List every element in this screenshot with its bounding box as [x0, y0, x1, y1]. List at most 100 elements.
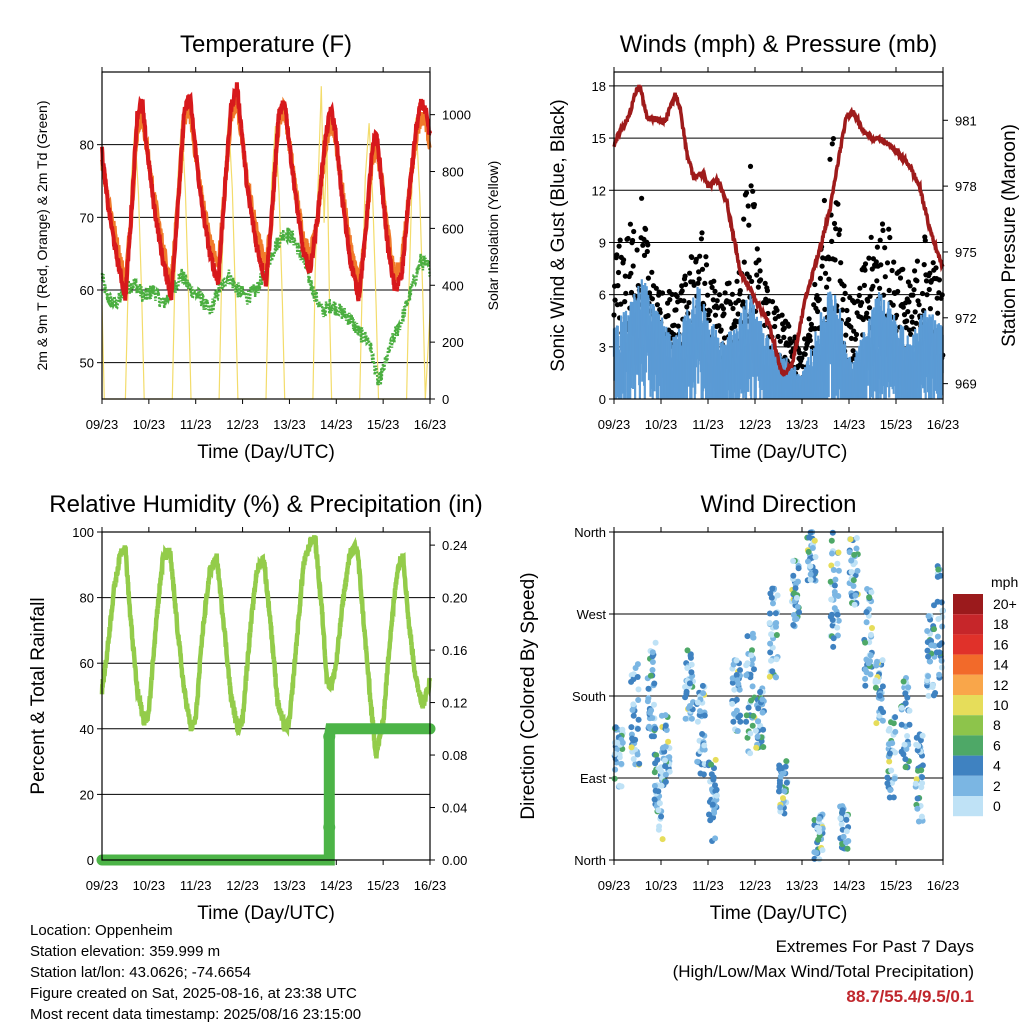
direction-point: [938, 664, 945, 671]
direction-point: [682, 715, 689, 722]
gust-point: [623, 290, 629, 296]
x-tick-label: 09/23: [86, 878, 119, 893]
gust-point: [879, 221, 886, 227]
direction-point: [729, 700, 736, 707]
plot-border: [101, 71, 431, 400]
x-tick-label: 11/23: [180, 878, 212, 893]
gust-point: [622, 273, 628, 279]
direction-point: [869, 625, 875, 631]
direction-point: [937, 572, 944, 579]
gust-point: [631, 228, 637, 235]
y2-tick-label: 981: [955, 113, 977, 128]
direction-point: [892, 714, 899, 721]
direction-point: [683, 688, 690, 695]
y-tick-label: South: [572, 689, 606, 704]
gust-point: [914, 278, 920, 284]
gust-point: [728, 301, 734, 307]
direction-point: [904, 733, 911, 739]
gust-point: [644, 248, 650, 255]
direction-point: [793, 594, 800, 601]
gust-point: [715, 305, 721, 311]
direction-point: [840, 833, 847, 840]
gust-point: [862, 261, 869, 267]
gust-point: [612, 297, 618, 303]
direction-point: [688, 669, 695, 676]
gust-point: [815, 308, 821, 315]
direction-point: [734, 677, 741, 684]
gust-point: [628, 289, 635, 296]
gust-point: [618, 301, 624, 307]
gust-point: [909, 314, 915, 320]
direction-point: [628, 678, 635, 685]
direction-point: [844, 845, 851, 852]
direction-point: [867, 652, 874, 659]
direction-point: [938, 599, 945, 606]
gust-point: [748, 183, 754, 189]
chart-title: Temperature (F): [180, 31, 352, 58]
gust-point: [643, 226, 649, 232]
station-location: Location: Oppenheim: [30, 922, 173, 939]
direction-point: [790, 622, 797, 628]
gust-point: [746, 274, 753, 280]
gust-point: [840, 296, 846, 303]
station-latlon: Station lat/lon: 43.0626; -74.6654: [30, 964, 252, 981]
direction-point: [827, 578, 834, 585]
gust-point: [712, 312, 719, 318]
direction-point: [749, 647, 755, 654]
y-tick-label: 0: [87, 853, 94, 868]
direction-point: [749, 683, 756, 690]
chart-title: Wind Direction: [700, 491, 856, 518]
direction-point: [777, 804, 784, 811]
x-tick-label: 16/23: [927, 878, 960, 893]
direction-point: [662, 712, 669, 719]
y-axis-label: Percent & Total Rainfall: [28, 597, 49, 794]
direction-point: [898, 721, 905, 728]
gust-point: [667, 297, 673, 303]
direction-point: [760, 744, 767, 750]
direction-point: [699, 731, 706, 737]
gust-point: [904, 318, 910, 324]
direction-point: [706, 811, 712, 818]
gust-point: [841, 283, 847, 289]
direction-point: [843, 828, 850, 835]
direction-point: [863, 669, 870, 676]
gust-point: [882, 274, 888, 280]
x-axis-label: Time (Day/UTC): [197, 442, 335, 463]
direction-point: [931, 626, 937, 633]
direction-point: [885, 727, 892, 734]
legend-swatch: [953, 695, 983, 716]
gust-point: [830, 136, 837, 142]
direction-point: [850, 577, 857, 584]
x-tick-label: 15/23: [880, 878, 913, 893]
gust-point: [836, 231, 842, 238]
gust-point: [745, 203, 751, 209]
gust-point: [906, 327, 913, 333]
gust-point: [726, 280, 732, 286]
y-tick-label: West: [577, 607, 607, 622]
legend-swatch: [953, 775, 983, 796]
direction-point: [866, 594, 873, 601]
y-axis-label: 2m & 9m T (Red, Orange) & 2m Td (Green): [34, 101, 50, 371]
y2-tick-label: 0.20: [442, 591, 467, 606]
direction-point: [843, 816, 850, 823]
direction-point: [811, 537, 818, 544]
direction-point: [647, 672, 654, 679]
gust-point: [803, 345, 809, 351]
direction-point: [662, 778, 669, 785]
direction-point: [806, 534, 813, 541]
station-info: Location: Oppenheim Station elevation: 3…: [30, 920, 361, 1025]
direction-point: [652, 725, 659, 732]
gust-point: [711, 278, 717, 284]
gust-point: [625, 235, 631, 242]
direction-point: [752, 727, 759, 734]
direction-point: [736, 686, 743, 693]
direction-point: [634, 751, 641, 758]
gust-point: [682, 273, 688, 279]
series-2m-temp: [100, 82, 432, 302]
direction-point: [902, 756, 909, 763]
direction-point: [749, 722, 756, 729]
direction-point: [630, 701, 637, 708]
y2-tick-label: 1000: [442, 108, 471, 123]
gust-point: [884, 260, 891, 266]
